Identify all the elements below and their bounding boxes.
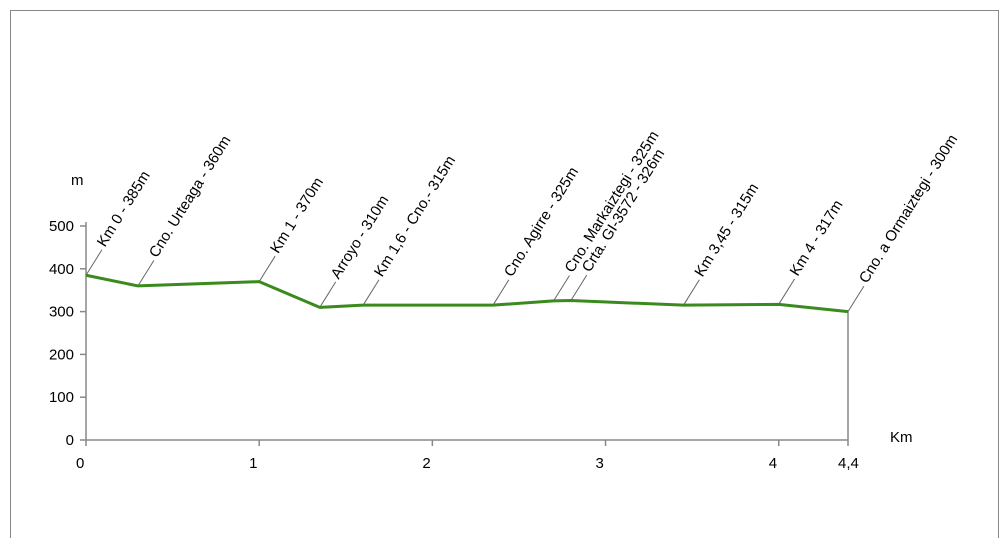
x-tick-label: 4 — [769, 455, 777, 472]
annotation-leader — [85, 249, 103, 276]
annotation-leader — [553, 275, 570, 302]
annotation-leader — [319, 281, 337, 308]
annotation-leader — [570, 274, 588, 301]
annotation-label: Cno. Markaiztegi - 325m — [561, 128, 662, 276]
y-tick-label: 500 — [49, 218, 74, 235]
y-tick-label: 0 — [66, 432, 74, 449]
y-tick-label: 400 — [49, 261, 74, 278]
annotation-leader — [847, 285, 865, 312]
x-axis-label: Km — [890, 429, 913, 446]
x-tick-label: 4,4 — [838, 455, 859, 472]
elevation-line — [85, 273, 849, 314]
annotation-label: Crta. GI-3572 - 326m — [579, 146, 669, 275]
annotation-label: Km 1,6 - Cno.- 315m — [371, 153, 459, 280]
x-tick-label: 3 — [596, 455, 604, 472]
y-axis-label: m — [71, 172, 84, 189]
x-tick-label: 0 — [76, 455, 84, 472]
chart-frame — [10, 10, 999, 538]
annotation-label: Km 4 - 317m — [787, 197, 847, 279]
annotation-label: Km 1 - 370m — [267, 174, 327, 256]
x-tick-label: 2 — [422, 455, 430, 472]
x-tick-label: 1 — [249, 455, 257, 472]
y-tick-label: 200 — [49, 346, 74, 363]
annotation-leader — [492, 279, 510, 306]
axes — [85, 222, 849, 441]
x-ticks: 0 1 2 3 4 4,4 — [76, 440, 859, 472]
y-tick-label: 300 — [49, 304, 74, 321]
annotation-leader — [258, 255, 276, 282]
annotation-label: Cno. a Ormaiztegi - 300m — [856, 132, 961, 287]
annotation-leader — [778, 278, 796, 305]
annotation-leaders — [85, 249, 865, 312]
annotation-label: Cno. Urteaga - 360m — [146, 133, 235, 261]
y-ticks: 0 100 200 300 400 500 — [49, 218, 86, 449]
annotation-label: Km 3,45 - 315m — [691, 180, 762, 280]
annotation-label: Km 0 - 385m — [94, 168, 154, 250]
annotation-leader — [137, 260, 155, 287]
annotation-leader — [683, 279, 700, 306]
annotation-leader — [362, 279, 380, 306]
y-tick-label: 100 — [49, 389, 74, 406]
